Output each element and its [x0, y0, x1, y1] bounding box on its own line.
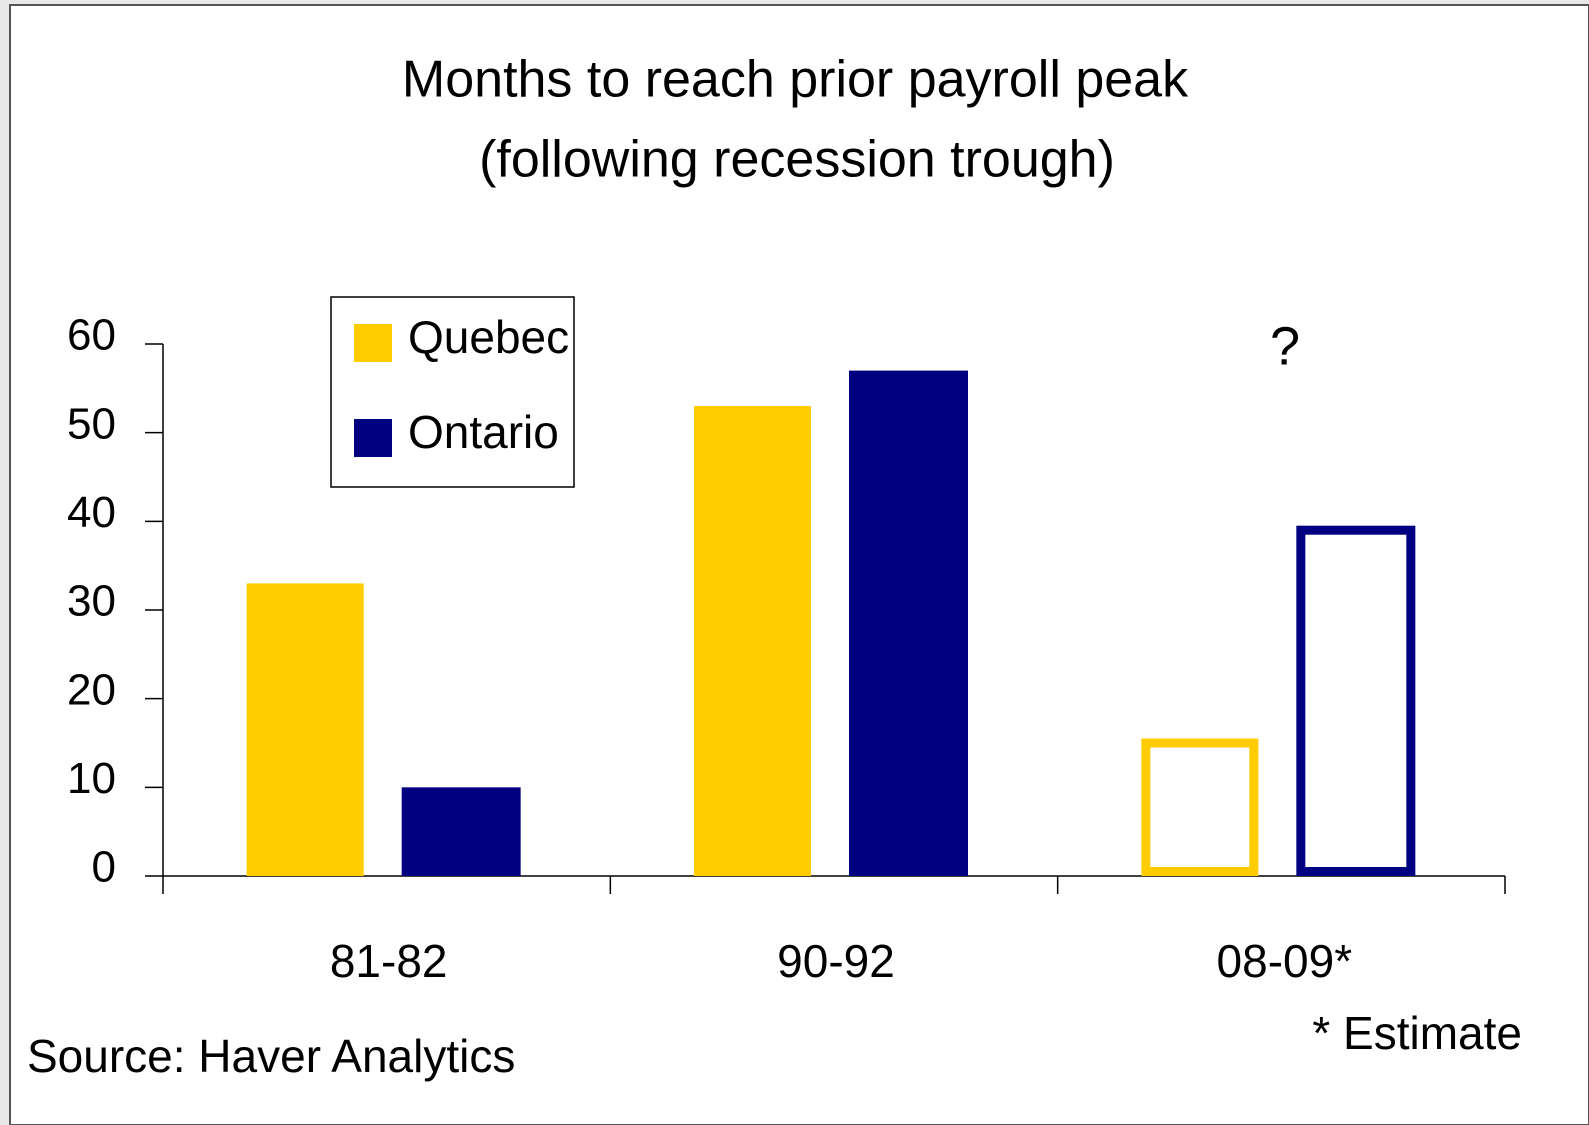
bar [849, 370, 968, 876]
legend-label: Quebec [408, 311, 569, 363]
annotation: * Estimate [1312, 1007, 1522, 1059]
legend-label: Ontario [408, 406, 559, 458]
y-tick-label: 10 [67, 754, 116, 803]
y-tick-label: 0 [92, 843, 116, 892]
y-tick-label: 30 [67, 577, 116, 626]
y-tick-label: 20 [67, 665, 116, 714]
legend-swatch [354, 324, 392, 362]
chart-subtitle: (following recession trough) [479, 131, 1115, 189]
y-tick-label: 60 [67, 311, 116, 360]
bar [1296, 525, 1416, 876]
bar [246, 583, 364, 876]
bar [401, 787, 521, 876]
bar [1141, 738, 1259, 876]
y-tick-label: 40 [67, 488, 116, 537]
y-tick-label: 50 [67, 399, 116, 448]
bar [694, 406, 811, 876]
annotation: ? [1270, 316, 1300, 376]
x-tick-label: 90-92 [777, 935, 895, 987]
legend-swatch [354, 419, 392, 457]
x-tick-label: 08-09* [1217, 935, 1353, 987]
chart-title: Months to reach prior payroll peak [402, 51, 1189, 109]
source-note: Source: Haver Analytics [27, 1030, 515, 1082]
x-tick-label: 81-82 [330, 935, 448, 987]
